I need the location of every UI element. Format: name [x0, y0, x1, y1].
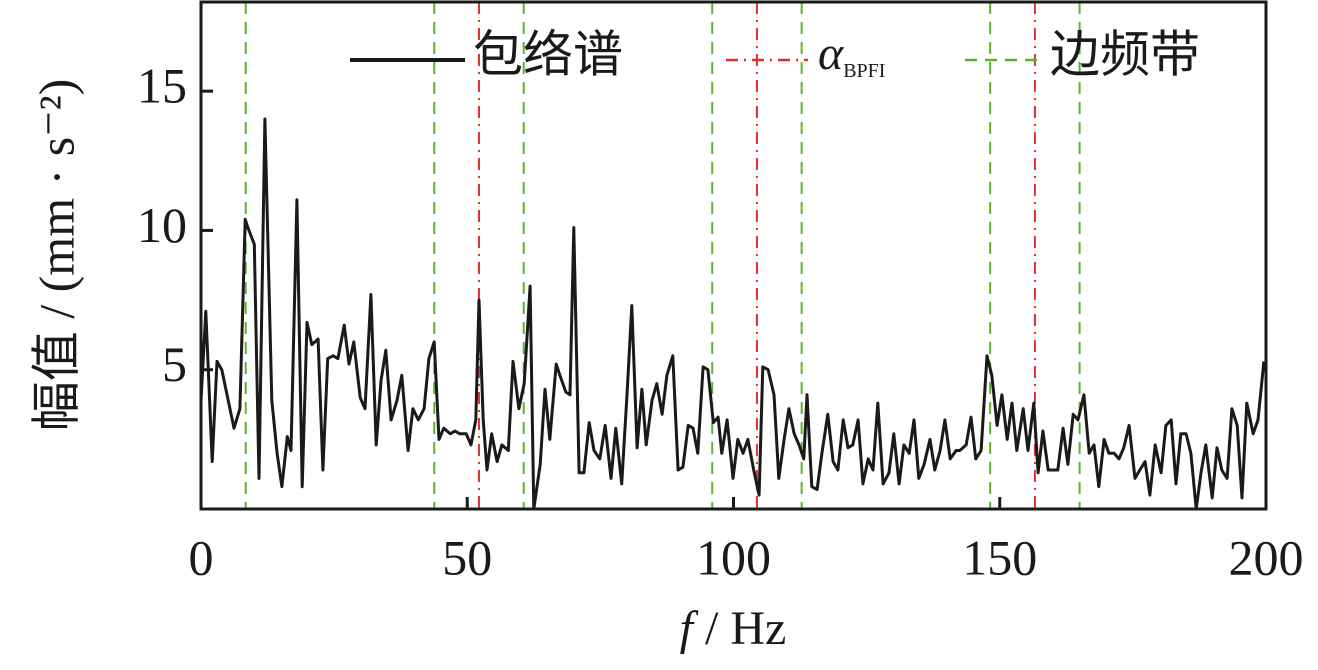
y-tick-label: 10 [137, 197, 187, 253]
x-axis-variable: f [680, 602, 699, 655]
legend: 包络谱 αBPFI 边频带 [350, 26, 1200, 82]
y-tick-label: 15 [137, 58, 187, 114]
legend-label: 边频带 [1050, 26, 1200, 82]
x-tick-label: 150 [962, 529, 1037, 585]
y-axis-label: 幅值 / (mm · s⁻²) [28, 79, 84, 431]
x-axis-label: f / Hz [680, 602, 787, 655]
y-tick-label: 5 [162, 336, 187, 392]
x-tick-label: 50 [442, 529, 492, 585]
plot-frame [199, 0, 1268, 511]
spectrum-line [199, 117, 1266, 511]
legend-label-subscript: BPFI [843, 60, 885, 82]
x-tick-label: 100 [696, 529, 771, 585]
legend-label: 包络谱 [473, 26, 623, 82]
legend-label: αBPFI [818, 27, 885, 82]
x-tick-label: 0 [189, 529, 214, 585]
x-axis-unit: / Hz [705, 602, 786, 655]
x-tick-label: 200 [1229, 529, 1304, 585]
legend-label-symbol: α [818, 27, 844, 80]
